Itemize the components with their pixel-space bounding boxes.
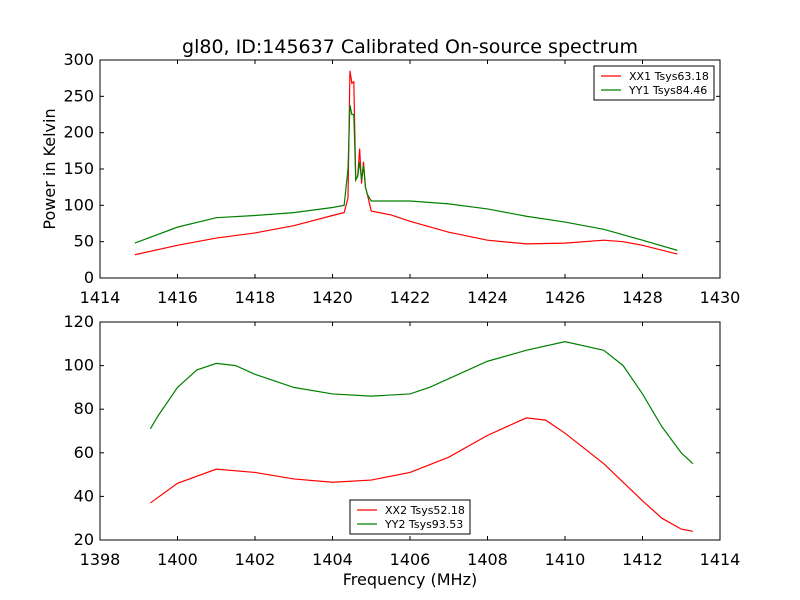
y-tick-label: 100 — [63, 195, 94, 214]
y-tick-label: 0 — [84, 268, 94, 287]
x-tick-label: 1416 — [157, 288, 198, 307]
x-tick-label: 1414 — [80, 288, 121, 307]
y-tick-label: 150 — [63, 159, 94, 178]
x-tick-label: 1424 — [467, 288, 508, 307]
y-tick-label: 20 — [74, 530, 94, 549]
legend-box — [349, 499, 471, 535]
y-tick-label: 120 — [63, 312, 94, 331]
legend-box — [593, 65, 715, 101]
x-axis-label: Frequency (MHz) — [343, 570, 477, 589]
series-line-yy2 — [149, 341, 694, 465]
x-tick-label: 1428 — [622, 288, 663, 307]
x-tick-label: 1426 — [545, 288, 586, 307]
y-tick-label: 40 — [74, 486, 94, 505]
y-tick-label: 250 — [63, 86, 94, 105]
chart-title: gl80, ID:145637 Calibrated On-source spe… — [182, 36, 638, 58]
y-tick-label: 50 — [74, 232, 94, 251]
legend-label: YY1 Tsys84.46 — [628, 84, 707, 97]
y-tick-label: 80 — [74, 399, 94, 418]
series-line-yy1 — [134, 104, 678, 251]
x-tick-label: 1406 — [390, 550, 431, 569]
x-tick-label: 1418 — [235, 288, 276, 307]
x-tick-label: 1404 — [312, 550, 353, 569]
x-tick-label: 1420 — [312, 288, 353, 307]
x-tick-label: 1402 — [235, 550, 276, 569]
x-tick-label: 1410 — [545, 550, 586, 569]
series-line-xx1 — [134, 70, 678, 256]
x-tick-label: 1430 — [700, 288, 741, 307]
legend-label: XX1 Tsys63.18 — [629, 70, 709, 83]
x-tick-label: 1414 — [700, 550, 741, 569]
y-axis-label: Power in Kelvin — [40, 108, 59, 229]
x-tick-label: 1412 — [622, 550, 663, 569]
subplot-2: 1398 1400 1402 1404 1406 1408 1410 1412 1414 20 40… — [63, 312, 740, 589]
legend-label: YY2 Tsys93.53 — [384, 518, 463, 531]
y-tick-label: 60 — [74, 443, 94, 462]
y-tick-label: 300 — [63, 50, 94, 69]
x-tick-label: 1422 — [390, 288, 431, 307]
series-line-xx2 — [150, 417, 693, 532]
y-tick-label: 100 — [63, 356, 94, 375]
x-tick-label: 1408 — [467, 550, 508, 569]
x-tick-label: 1400 — [157, 550, 198, 569]
x-tick-label: 1398 — [80, 550, 121, 569]
subplot-1: 1414 1416 1418 1420 1422 1424 1426 1428 1430 0 50 1… — [40, 36, 740, 307]
legend-label: XX2 Tsys52.18 — [385, 504, 465, 517]
y-tick-label: 200 — [63, 123, 94, 142]
